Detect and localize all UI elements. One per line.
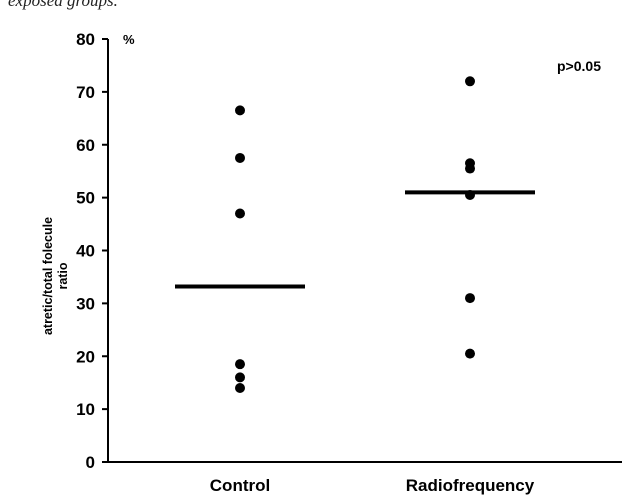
y-axis-label-line: ratio: [56, 262, 70, 289]
data-point: [235, 105, 245, 116]
y-tick-label: 70: [76, 83, 95, 102]
data-point: [465, 189, 475, 200]
data-point: [235, 208, 245, 219]
caption-fragment: exposed groups.: [8, 0, 118, 10]
y-ticks: 0 10 20 30 40 50 60 70 80: [76, 30, 108, 472]
data-point: [235, 382, 245, 393]
data-point: [235, 152, 245, 163]
mean-lines: [175, 190, 535, 289]
axes: [107, 39, 622, 463]
y-tick-label: 10: [76, 400, 95, 419]
y-tick-label: 40: [76, 242, 95, 261]
x-tick-label: Control: [210, 476, 270, 495]
data-point: [235, 359, 245, 370]
data-points: [235, 76, 475, 393]
data-point: [465, 348, 475, 359]
x-tick-labels: Control Radiofrequency: [210, 476, 535, 495]
y-tick-label: 60: [76, 136, 95, 155]
y-tick-label: 80: [76, 30, 95, 49]
y-tick-label: 50: [76, 189, 95, 208]
data-point: [465, 293, 475, 304]
x-tick-label: Radiofrequency: [406, 476, 535, 495]
y-tick-label: 20: [76, 347, 95, 366]
data-point: [465, 163, 475, 174]
y-axis-unit: %: [123, 32, 135, 47]
y-tick-label: 0: [86, 453, 95, 472]
y-axis-label: atretic/total foleculeratio: [41, 217, 70, 335]
data-point: [465, 76, 475, 87]
data-point: [235, 372, 245, 383]
y-axis-label-line: atretic/total folecule: [41, 217, 55, 335]
y-tick-label: 30: [76, 294, 95, 313]
p-value-annotation: p>0.05: [557, 58, 601, 74]
